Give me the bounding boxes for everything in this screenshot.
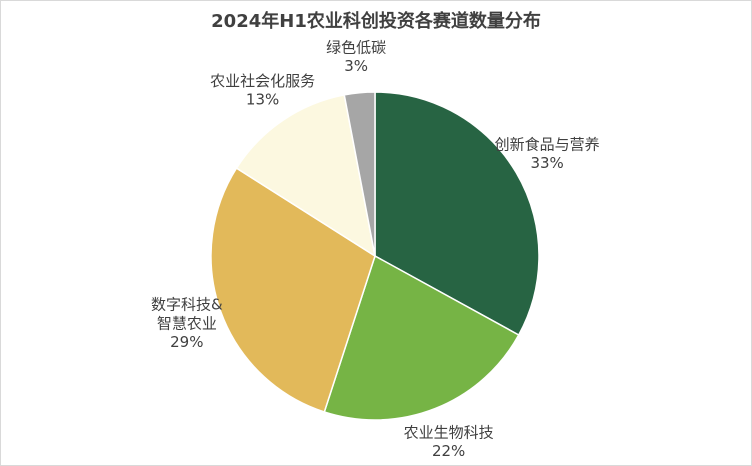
slice-label: 农业社会化服务 — [210, 72, 315, 90]
value-label: 3% — [344, 57, 368, 75]
slice-label: 农业生物科技 — [404, 423, 494, 441]
pie-slice — [343, 91, 376, 257]
slice-label: 绿色低碳 — [326, 38, 386, 56]
value-label: 29% — [170, 333, 203, 351]
slice-label: 创新食品与营养 — [495, 135, 600, 153]
slice-label-line: 数字科技& — [151, 295, 223, 313]
pie-slice — [323, 254, 520, 421]
slice-label: 数字科技&智慧农业 — [151, 295, 223, 332]
value-label: 33% — [530, 154, 563, 172]
value-label: 13% — [246, 91, 279, 109]
slice-label-line: 智慧农业 — [157, 314, 217, 332]
pie-slice — [374, 91, 540, 337]
slice-label-line: 农业社会化服务 — [210, 72, 315, 90]
value-label: 22% — [432, 442, 465, 460]
slice-label-line: 绿色低碳 — [326, 38, 386, 56]
slice-label-line: 创新食品与营养 — [495, 135, 600, 153]
pie-slice — [210, 167, 376, 413]
chart-title: 2024年H1农业科创投资各赛道数量分布 — [211, 10, 541, 32]
slice-label-line: 农业生物科技 — [404, 423, 494, 441]
pie-slice — [235, 94, 377, 258]
